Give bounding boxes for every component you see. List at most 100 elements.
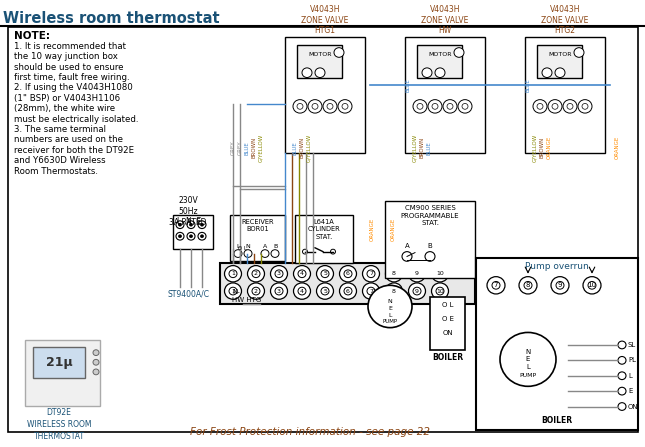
Circle shape xyxy=(588,282,596,289)
Bar xyxy=(285,37,365,152)
Circle shape xyxy=(618,357,626,364)
Bar xyxy=(385,201,475,278)
Circle shape xyxy=(339,266,357,282)
Text: 3: 3 xyxy=(277,271,281,276)
Text: 10: 10 xyxy=(588,283,597,288)
Circle shape xyxy=(362,266,379,282)
Text: V4043H
ZONE VALVE
HTG2: V4043H ZONE VALVE HTG2 xyxy=(541,5,589,35)
Text: N: N xyxy=(388,299,392,304)
Text: Room Thermostats.: Room Thermostats. xyxy=(14,167,98,176)
Circle shape xyxy=(386,266,402,282)
Text: B: B xyxy=(273,244,277,249)
Circle shape xyxy=(537,104,543,109)
Circle shape xyxy=(298,287,306,295)
Circle shape xyxy=(176,232,184,240)
Bar xyxy=(295,215,353,263)
Circle shape xyxy=(321,287,329,295)
Circle shape xyxy=(443,100,457,113)
Text: 6: 6 xyxy=(346,271,350,276)
Circle shape xyxy=(234,250,242,257)
Text: 5: 5 xyxy=(323,271,327,276)
Circle shape xyxy=(548,100,562,113)
Circle shape xyxy=(338,100,352,113)
Text: BOILER: BOILER xyxy=(432,353,463,362)
Circle shape xyxy=(417,104,423,109)
Circle shape xyxy=(519,277,537,294)
Text: ORANGE: ORANGE xyxy=(370,218,375,241)
Text: the 10 way junction box: the 10 way junction box xyxy=(14,52,118,61)
Circle shape xyxy=(187,221,195,228)
Text: BROWN: BROWN xyxy=(539,137,544,158)
Circle shape xyxy=(408,266,426,282)
Text: PL: PL xyxy=(628,357,636,363)
Text: 9: 9 xyxy=(415,271,419,276)
Circle shape xyxy=(487,277,505,294)
Circle shape xyxy=(248,266,264,282)
Text: numbers are used on the: numbers are used on the xyxy=(14,135,123,144)
Circle shape xyxy=(315,68,325,77)
Text: 8: 8 xyxy=(526,283,530,288)
Circle shape xyxy=(275,270,283,278)
Text: 9: 9 xyxy=(558,283,562,288)
Circle shape xyxy=(458,100,472,113)
Circle shape xyxy=(252,270,260,278)
Text: V4043H
ZONE VALVE
HTG1: V4043H ZONE VALVE HTG1 xyxy=(301,5,349,35)
Circle shape xyxy=(312,104,318,109)
Circle shape xyxy=(436,287,444,295)
Text: L: L xyxy=(236,244,240,249)
Circle shape xyxy=(339,283,357,299)
Text: 8: 8 xyxy=(392,289,396,294)
Circle shape xyxy=(293,283,310,299)
Text: For Frost Protection information - see page 22: For Frost Protection information - see p… xyxy=(190,427,430,437)
Text: G/YELLOW: G/YELLOW xyxy=(306,134,312,162)
Circle shape xyxy=(408,283,426,299)
Circle shape xyxy=(555,68,565,77)
Text: E: E xyxy=(526,356,530,363)
Circle shape xyxy=(618,387,626,395)
Text: N: N xyxy=(246,244,250,249)
Text: SL: SL xyxy=(628,342,636,348)
Text: BLUE: BLUE xyxy=(244,141,250,155)
Text: 2: 2 xyxy=(254,271,258,276)
Circle shape xyxy=(271,250,279,257)
Text: ORANGE: ORANGE xyxy=(546,136,551,160)
Bar xyxy=(25,340,100,405)
Text: Wireless room thermostat: Wireless room thermostat xyxy=(3,11,220,26)
Text: L641A
CYLINDER
STAT.: L641A CYLINDER STAT. xyxy=(308,219,341,240)
Text: BLUE: BLUE xyxy=(526,78,530,92)
Text: BROWN: BROWN xyxy=(252,137,257,158)
Circle shape xyxy=(413,287,421,295)
Circle shape xyxy=(179,235,181,238)
Circle shape xyxy=(190,223,192,226)
Circle shape xyxy=(224,266,241,282)
Bar xyxy=(297,45,342,79)
Circle shape xyxy=(229,270,237,278)
Circle shape xyxy=(618,372,626,380)
Circle shape xyxy=(293,266,310,282)
Text: BROWN: BROWN xyxy=(299,137,304,158)
Text: BLUE: BLUE xyxy=(426,141,432,155)
Circle shape xyxy=(390,270,398,278)
Text: G/YELLOW: G/YELLOW xyxy=(413,134,417,162)
Circle shape xyxy=(302,68,312,77)
Circle shape xyxy=(252,287,260,295)
Circle shape xyxy=(582,104,588,109)
Circle shape xyxy=(179,223,181,226)
Circle shape xyxy=(422,68,432,77)
Circle shape xyxy=(428,100,442,113)
Text: BLUE: BLUE xyxy=(292,141,297,155)
Bar xyxy=(220,263,475,304)
Text: and Y6630D Wireless: and Y6630D Wireless xyxy=(14,156,106,165)
Text: E: E xyxy=(388,306,392,311)
Bar xyxy=(430,297,465,350)
Circle shape xyxy=(578,100,592,113)
Text: Pump overrun: Pump overrun xyxy=(525,262,589,271)
Text: MOTOR: MOTOR xyxy=(548,52,571,57)
Text: first time, fault free wiring.: first time, fault free wiring. xyxy=(14,73,130,82)
Circle shape xyxy=(447,104,453,109)
Circle shape xyxy=(368,285,412,328)
Text: should be used to ensure: should be used to ensure xyxy=(14,63,123,72)
Text: MOTOR: MOTOR xyxy=(308,52,332,57)
Text: O L: O L xyxy=(239,246,248,251)
Circle shape xyxy=(93,359,99,365)
